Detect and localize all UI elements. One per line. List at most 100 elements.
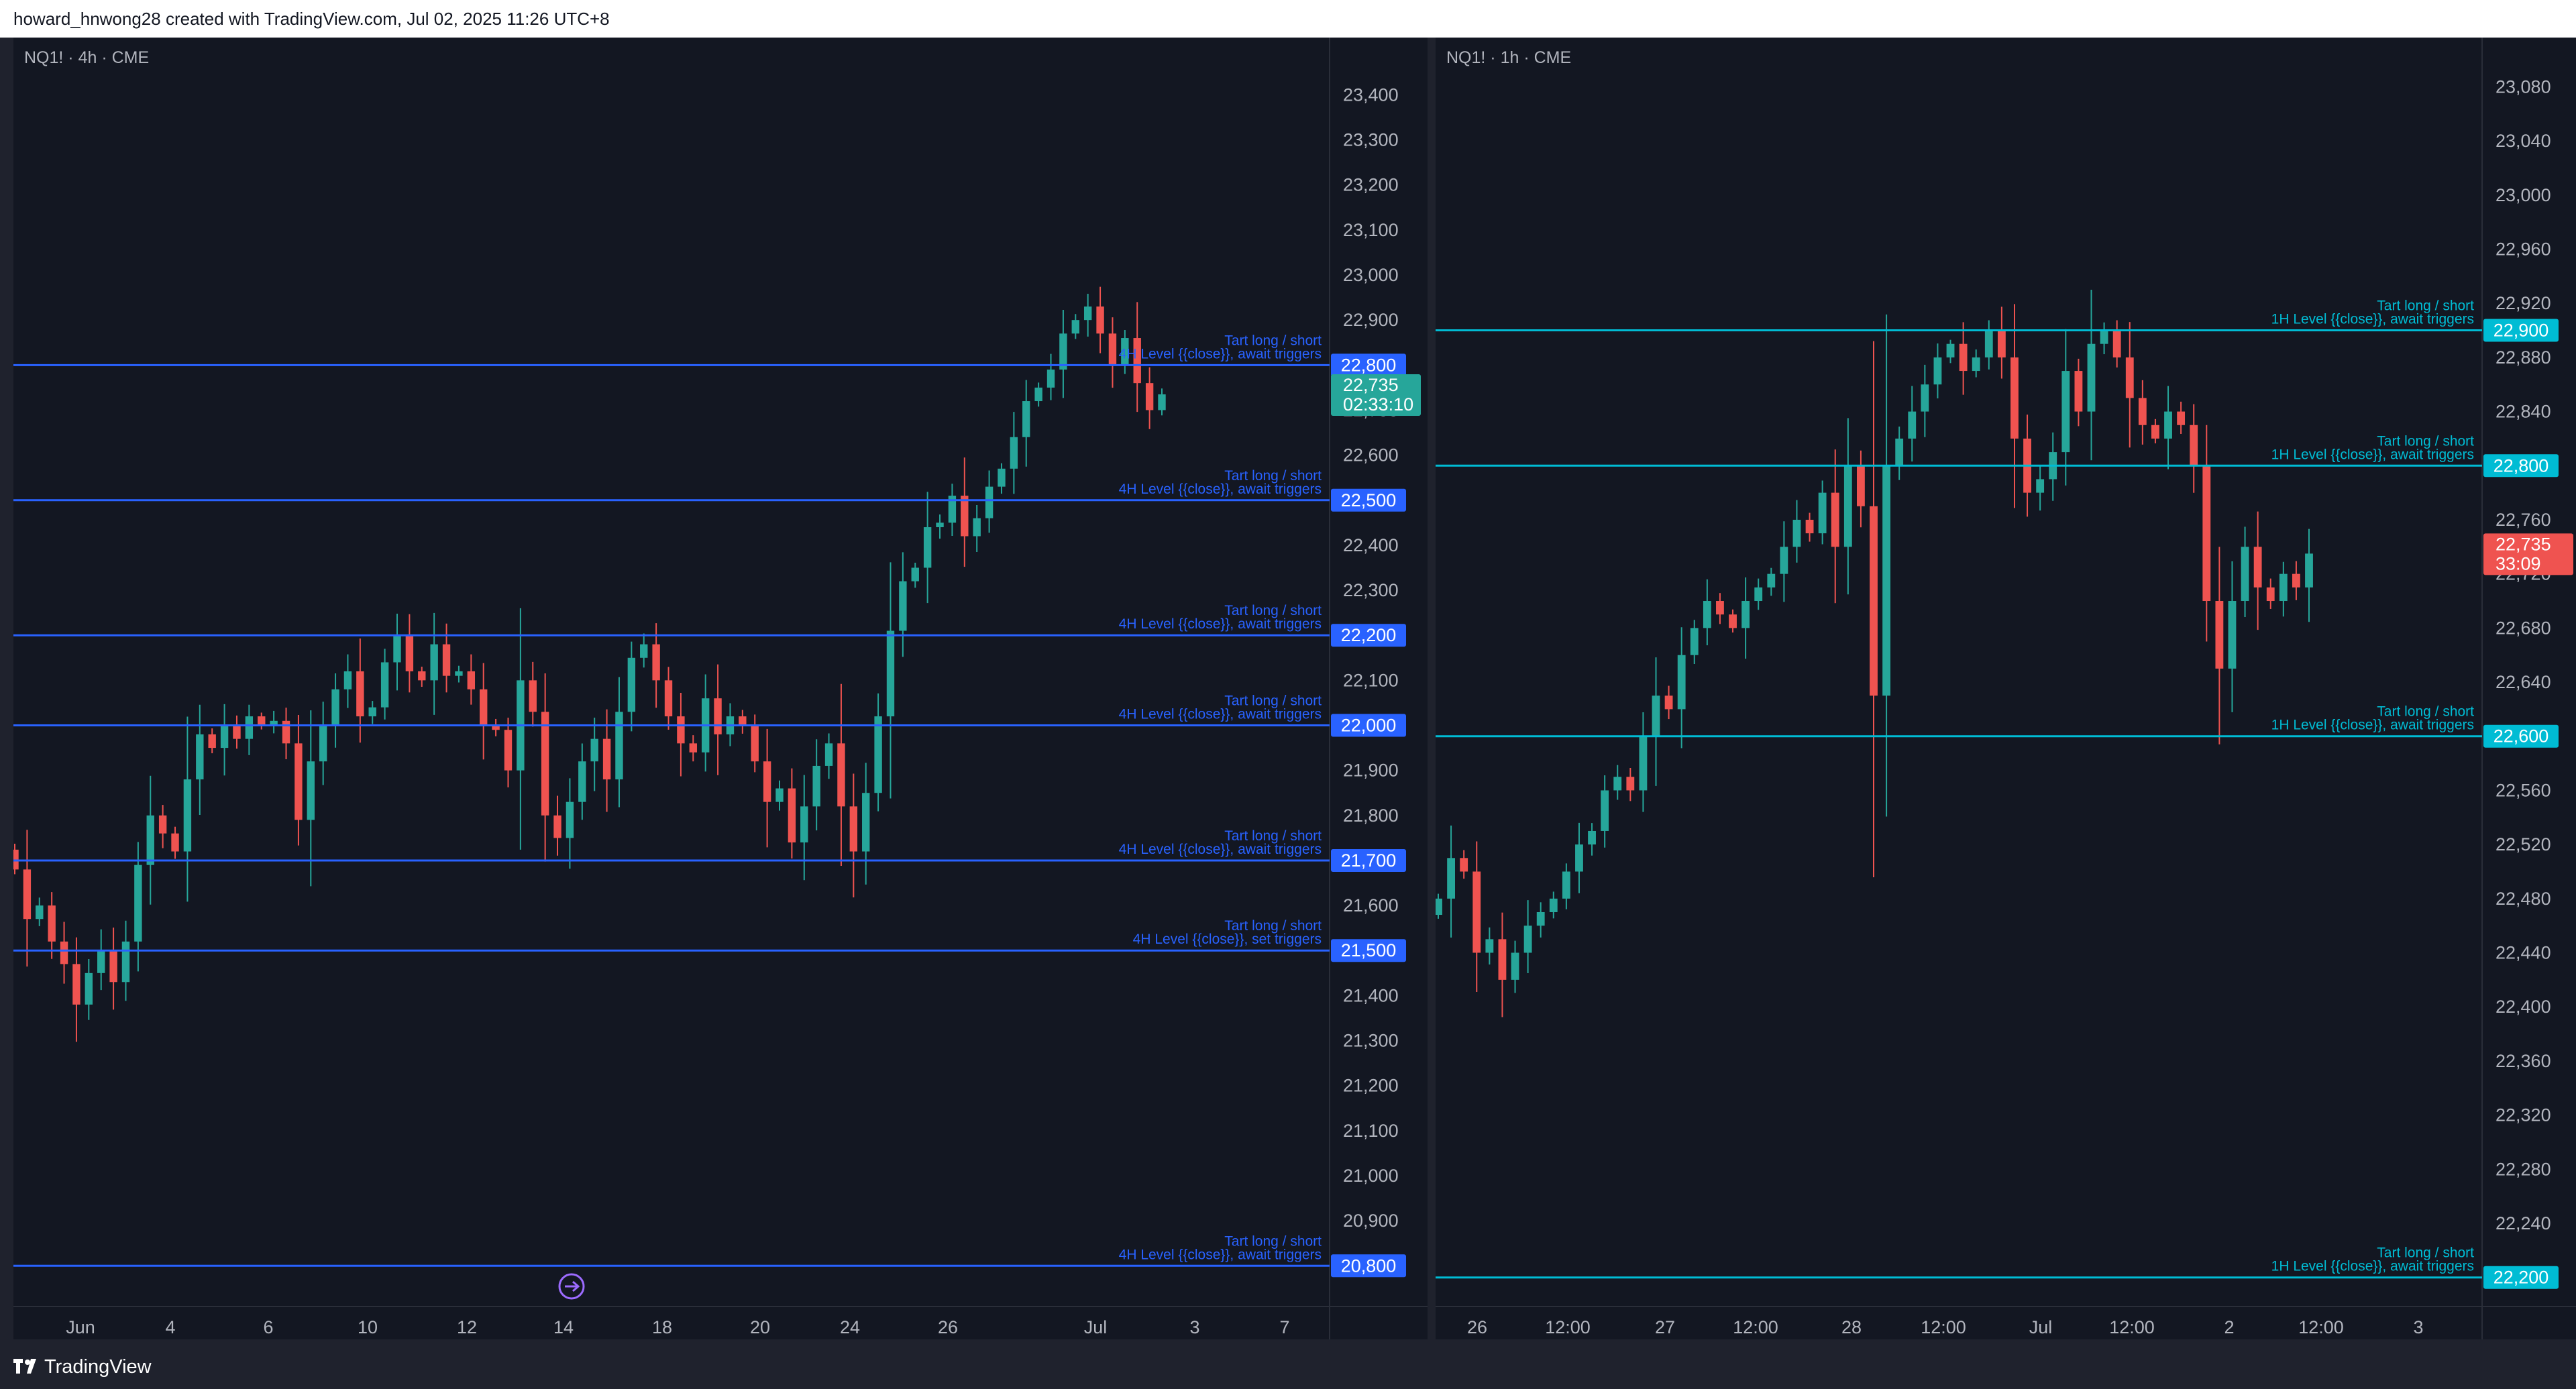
- footer-brand: TradingView: [44, 1356, 152, 1378]
- candle-body: [2125, 357, 2134, 398]
- candle-body: [837, 743, 845, 807]
- candle-body: [961, 496, 969, 537]
- price-tick-label: 22,960: [2496, 239, 2551, 259]
- level-price-badge: [1331, 848, 1406, 872]
- candle-body: [2228, 601, 2237, 669]
- time-tick-label: Jul: [1084, 1317, 1108, 1337]
- candle-body: [627, 657, 636, 712]
- price-tick-label: 20,900: [1343, 1211, 1399, 1231]
- chart-1h-svg[interactable]: 22,200 22,240 22,280 22,320 22,360 22,400 22,4…: [1436, 38, 2576, 1339]
- time-tick-label: 2: [2224, 1317, 2234, 1337]
- price-tick-label: 21,200: [1343, 1076, 1399, 1096]
- last-price-label: 22,735: [2496, 534, 2551, 554]
- candle-body: [1946, 343, 1955, 357]
- candle-body: [2100, 330, 2108, 344]
- candle-body: [72, 964, 80, 1005]
- candle-body: [1639, 736, 1648, 791]
- candle-body: [158, 815, 167, 834]
- candle-body: [1856, 465, 1865, 506]
- level-price-badge: [1331, 488, 1406, 512]
- candle-body: [1034, 387, 1042, 402]
- level-annotation-line1: Tart long / short: [2377, 433, 2474, 449]
- level-annotation-line2: 4H Level {{close}}, await triggers: [1119, 482, 1322, 497]
- candle-body: [1010, 437, 1018, 469]
- last-price-badge: [2483, 533, 2573, 575]
- candle-body: [356, 671, 364, 717]
- candle-body: [800, 806, 808, 843]
- chart-4h-svg[interactable]: 20,900 21,000 21,100 21,200 21,300 21,400 21,5…: [13, 38, 1428, 1339]
- candle-body: [751, 725, 759, 762]
- candle-body: [442, 644, 451, 676]
- candle-body: [1895, 438, 1904, 466]
- candle-body: [1523, 926, 1532, 953]
- candle-body: [1121, 338, 1129, 366]
- candle-body: [1741, 601, 1750, 628]
- candle-body: [602, 738, 611, 780]
- candle-body: [985, 486, 994, 518]
- candle-body: [1997, 330, 2006, 357]
- candle-body: [146, 815, 154, 865]
- price-tick-label: 21,300: [1343, 1031, 1399, 1051]
- candle-body: [1549, 898, 1558, 913]
- level-price-badge: [1331, 939, 1406, 962]
- candle-body: [97, 950, 105, 973]
- level-price-badge-label: 22,500: [1341, 490, 1397, 510]
- candle-body: [1485, 939, 1494, 953]
- price-tick-label: 22,280: [2496, 1159, 2551, 1179]
- price-tick-label: 22,840: [2496, 402, 2551, 422]
- candle-body: [2112, 330, 2121, 357]
- candle-body: [245, 716, 254, 739]
- symbol-label-1h: NQ1! · 1h · CME: [1446, 48, 1572, 67]
- level-annotation-line2: 4H Level {{close}}, set triggers: [1133, 932, 1322, 947]
- price-tick-label: 22,360: [2496, 1051, 2551, 1071]
- candle-body: [1792, 519, 1801, 547]
- candle-body: [220, 725, 229, 748]
- level-price-badge: [1331, 353, 1406, 377]
- candle-body: [2061, 371, 2070, 453]
- candle-body: [2074, 371, 2083, 412]
- candle-body: [1716, 601, 1724, 615]
- candle-body: [480, 689, 488, 726]
- candle-body: [664, 680, 673, 717]
- price-tick-label: 22,640: [2496, 672, 2551, 692]
- candle-body: [430, 644, 438, 681]
- candle-body: [1908, 411, 1917, 439]
- candle-body: [541, 712, 549, 816]
- level-price-badge: [1331, 624, 1406, 647]
- candle-body: [393, 635, 401, 663]
- level-annotation-line1: Tart long / short: [2377, 298, 2474, 314]
- time-tick-label: 6: [263, 1317, 273, 1337]
- candle-body: [233, 725, 241, 739]
- time-tick-label: 24: [840, 1317, 860, 1337]
- level-annotation-line2: 1H Level {{close}}, await triggers: [2271, 1259, 2474, 1274]
- time-tick-label: 26: [938, 1317, 958, 1337]
- candle-body: [282, 720, 290, 744]
- price-tick-label: 21,600: [1343, 895, 1399, 915]
- price-tick-label: 23,300: [1343, 130, 1399, 150]
- price-tick-label: 21,900: [1343, 761, 1399, 781]
- level-price-badge-label: 21,700: [1341, 850, 1397, 871]
- candle-body: [1933, 357, 1942, 385]
- time-tick-label: Jun: [66, 1317, 95, 1337]
- candle-body: [1562, 871, 1570, 899]
- time-tick-label: 3: [2413, 1317, 2423, 1337]
- time-tick-label: 12: [457, 1317, 477, 1337]
- price-tick-label: 22,760: [2496, 510, 2551, 530]
- candle-body: [652, 644, 660, 681]
- candle-body: [418, 671, 426, 681]
- chart-pane-4h[interactable]: 20,900 21,000 21,100 21,200 21,300 21,400 21,5…: [13, 38, 1428, 1339]
- candle-body: [2190, 425, 2198, 466]
- candle-body: [1780, 547, 1788, 574]
- chart-pane-1h[interactable]: 22,200 22,240 22,280 22,320 22,360 22,400 22,4…: [1436, 38, 2576, 1339]
- candle-body: [1690, 628, 1699, 655]
- jump-to-realtime-icon: [558, 1273, 585, 1300]
- candle-body: [48, 905, 56, 942]
- price-tick-label: 22,100: [1343, 670, 1399, 690]
- candle-body: [862, 793, 870, 852]
- time-tick-label: 3: [1189, 1317, 1199, 1337]
- last-price-label: 22,735: [1343, 375, 1399, 395]
- last-price-countdown: 33:09: [2496, 553, 2541, 573]
- header-title: howard_hnwong28 created with TradingView…: [13, 9, 610, 29]
- candle-body: [368, 707, 376, 717]
- candle-body: [258, 716, 266, 726]
